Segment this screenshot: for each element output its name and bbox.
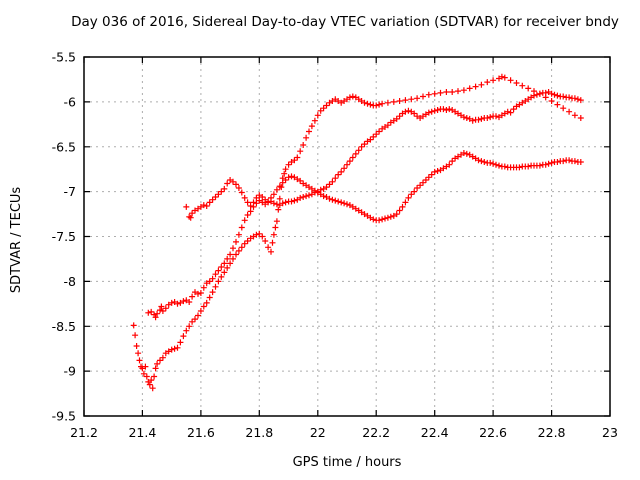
x-tick-label: 22.4 — [421, 425, 449, 440]
data-points — [130, 73, 584, 392]
x-tick-label: 21.4 — [128, 425, 156, 440]
x-tick-label: 21.2 — [70, 425, 98, 440]
x-tick-label: 21.8 — [245, 425, 273, 440]
chart-title: Day 036 of 2016, Sidereal Day-to-day VTE… — [71, 14, 619, 30]
data-series-trace-1 — [130, 73, 584, 392]
y-tick-label: -6.5 — [52, 139, 76, 154]
x-tick-label: 22 — [310, 425, 326, 440]
y-tick-label: -9 — [64, 364, 77, 379]
y-tick-label: -8.5 — [52, 319, 76, 334]
y-tick-label: -7 — [64, 184, 76, 199]
y-axis-title: SDTVAR / TECUs — [9, 187, 24, 294]
y-tick-label: -9.5 — [52, 409, 76, 424]
x-tick-label: 22.8 — [538, 425, 566, 440]
data-series-trace-2 — [145, 89, 584, 321]
axis-ticks — [83, 56, 611, 417]
x-tick-label: 22.6 — [479, 425, 507, 440]
x-axis-title: GPS time / hours — [293, 455, 402, 470]
x-tick-label: 23 — [602, 425, 618, 440]
y-tick-label: -5.5 — [52, 50, 76, 65]
x-tick-label: 21.6 — [187, 425, 215, 440]
y-tick-labels: -5.5 -6 -6.5 -7 -7.5 -8 -8.5 -9 -9.5 — [52, 50, 76, 424]
grid-lines — [84, 57, 610, 416]
x-tick-label: 22.2 — [362, 425, 390, 440]
x-tick-labels: 21.2 21.4 21.6 21.8 22 22.2 22.4 22.6 22.8 23 — [70, 425, 618, 440]
data-series-trace-3 — [183, 150, 584, 224]
y-tick-label: -7.5 — [52, 229, 76, 244]
y-tick-label: -6 — [64, 94, 77, 109]
y-tick-label: -8 — [64, 274, 77, 289]
